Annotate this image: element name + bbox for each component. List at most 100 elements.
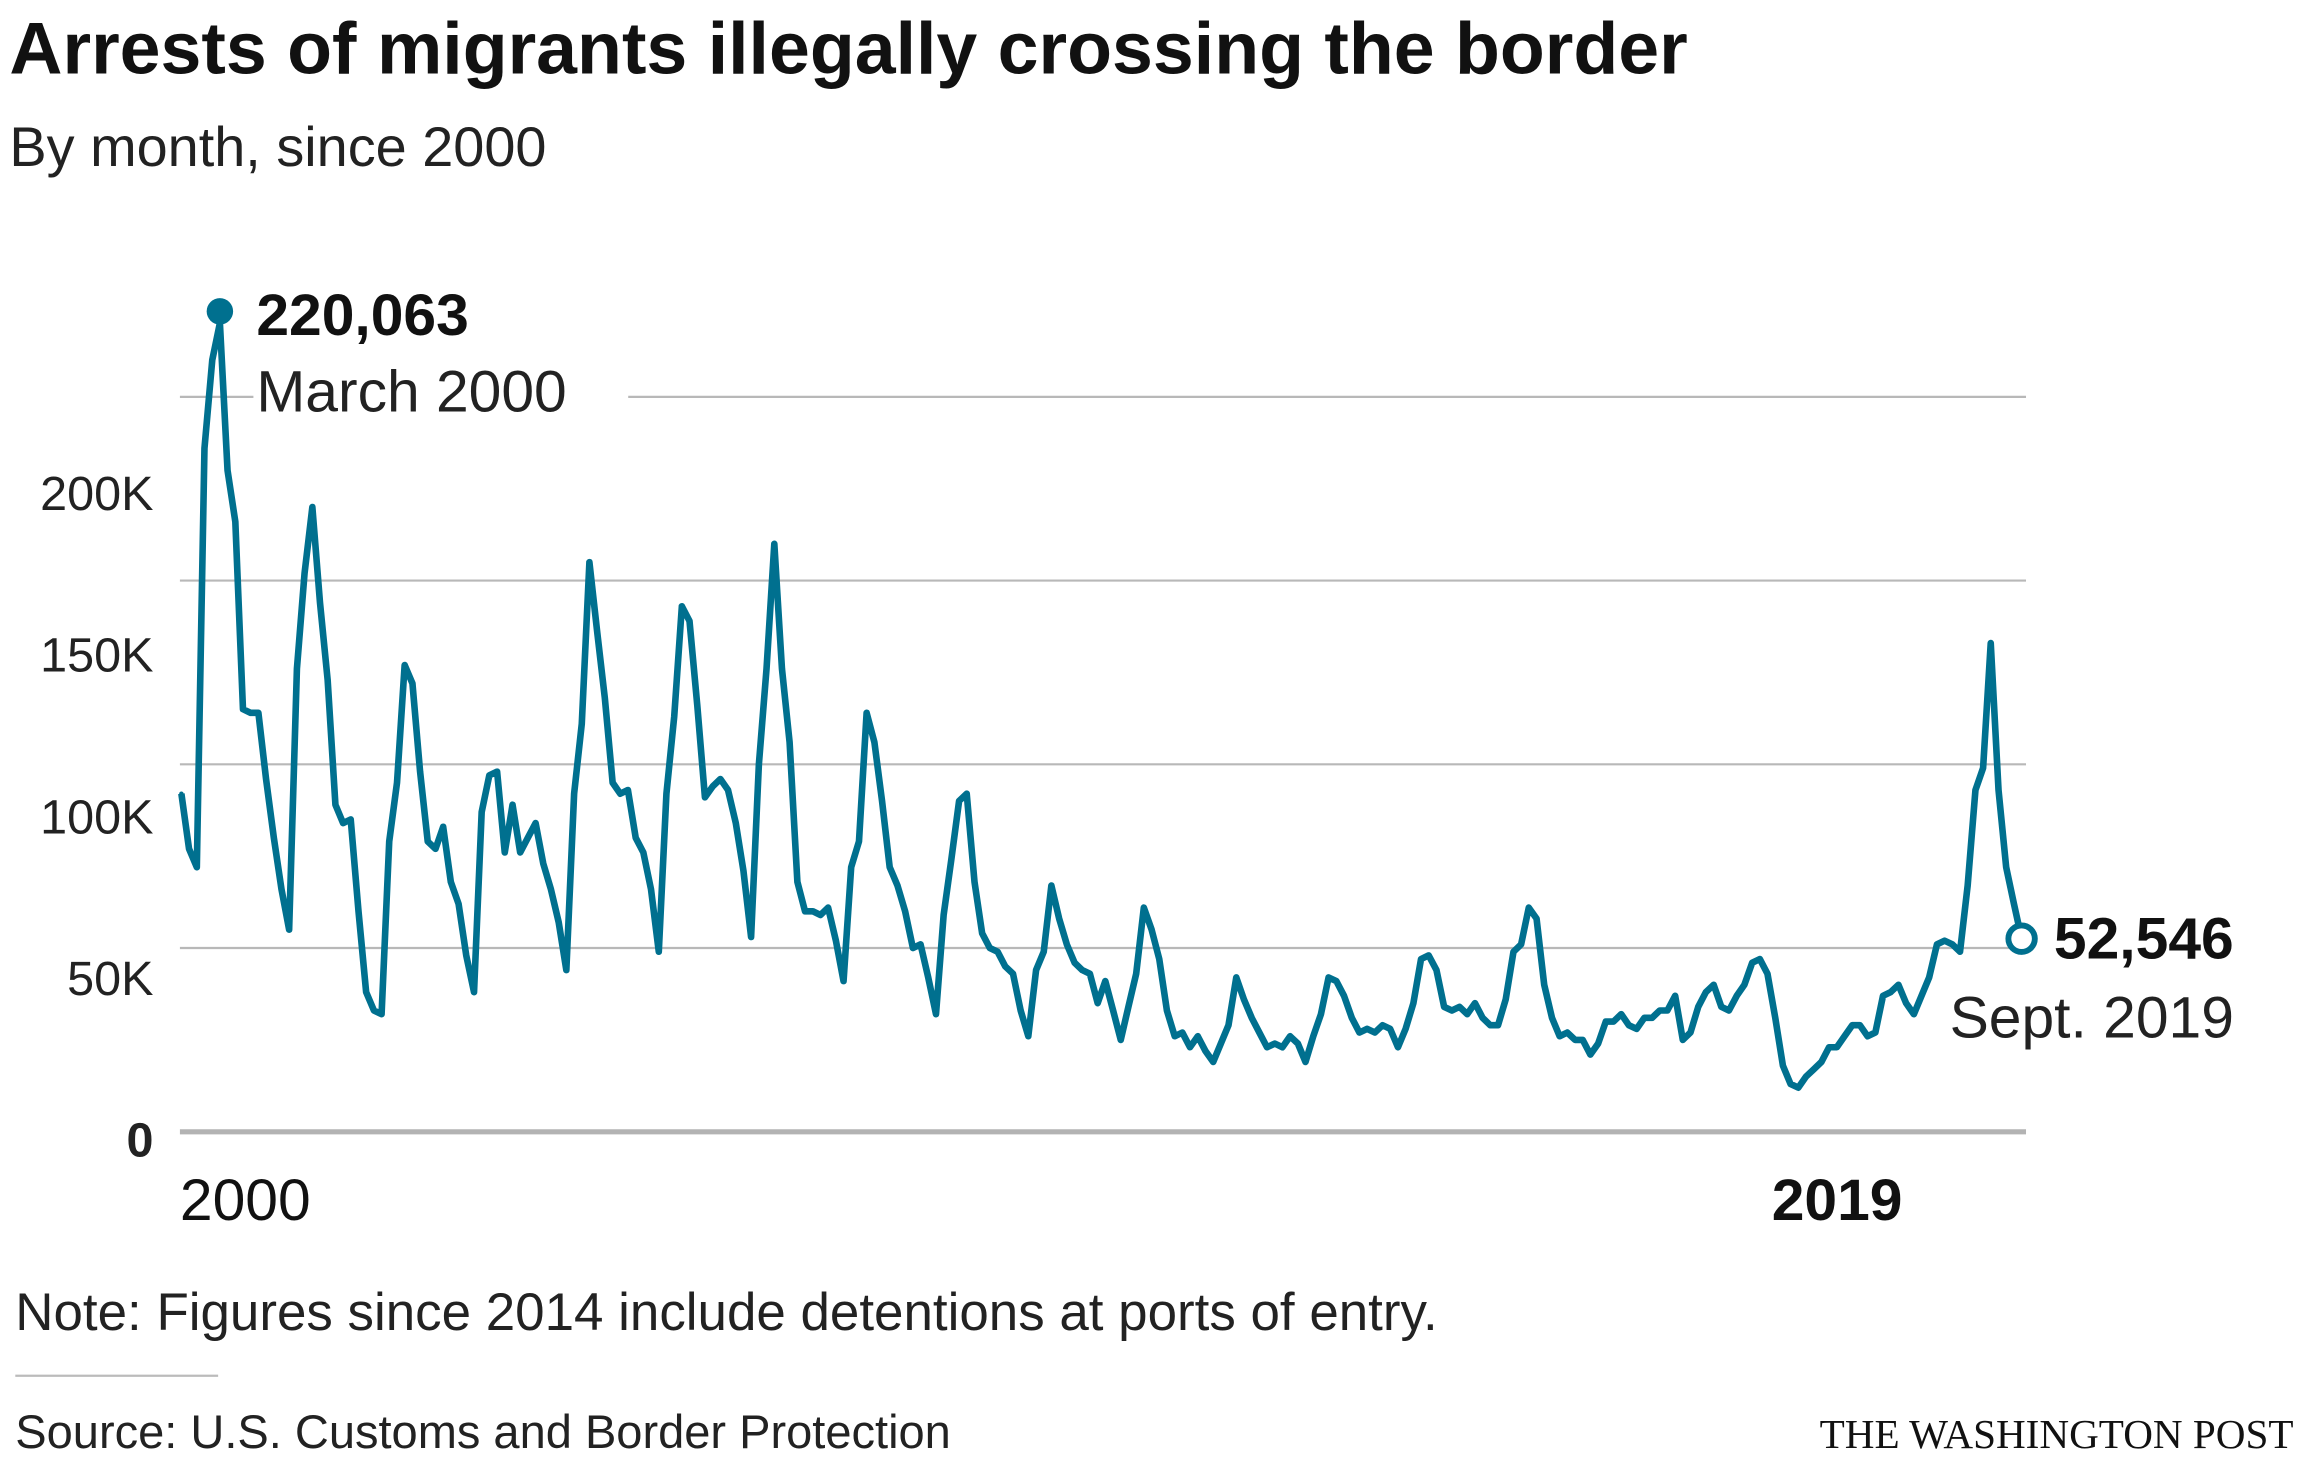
- data-point: [1503, 997, 1508, 1002]
- data-point: [1295, 1041, 1301, 1046]
- data-point: [956, 798, 962, 804]
- data-point: [1080, 967, 1085, 973]
- data-point: [1157, 956, 1162, 962]
- annotation-bg: [253, 367, 629, 427]
- data-point: [310, 504, 315, 510]
- data-point: [1488, 1022, 1493, 1028]
- data-point: [1680, 1037, 1686, 1043]
- data-point: [1187, 1045, 1193, 1050]
- data-point: [1133, 971, 1139, 976]
- note: Note: Figures since 2014 include detenti…: [15, 1283, 1437, 1342]
- data-point: [1719, 1004, 1724, 1010]
- data-point: [1172, 1034, 1177, 1039]
- y-axis: 0 50K 100K 150K 200K: [40, 467, 153, 1168]
- data-point: [425, 839, 430, 844]
- data-point: [879, 798, 885, 804]
- data-point: [1303, 1059, 1308, 1065]
- data-point: [1480, 1015, 1485, 1021]
- data-point: [1796, 1085, 1801, 1090]
- data-point: [356, 909, 361, 914]
- data-point: [1149, 927, 1154, 932]
- data-point: [325, 677, 330, 682]
- data-point: [1826, 1045, 1832, 1050]
- data-point: [1449, 1008, 1455, 1013]
- data-point: [1380, 1022, 1385, 1028]
- data-point: [1257, 1030, 1262, 1035]
- data-point: [1672, 993, 1678, 999]
- data-point: [933, 1011, 939, 1017]
- data-point: [1218, 1041, 1224, 1046]
- data-point: [833, 938, 839, 943]
- data-point: [1372, 1030, 1378, 1035]
- data-point: [849, 864, 854, 870]
- data-point: [733, 820, 738, 826]
- series-line-group: [178, 298, 2038, 1091]
- data-point: [1765, 971, 1770, 976]
- data-point: [225, 468, 230, 473]
- data-point: [1580, 1037, 1585, 1043]
- data-point: [1803, 1074, 1809, 1079]
- data-point: [1095, 1000, 1100, 1006]
- data-point: [533, 820, 538, 826]
- data-point: [248, 710, 253, 716]
- data-point: [1418, 956, 1424, 962]
- data-point: [479, 809, 484, 815]
- data-point: [1326, 975, 1331, 980]
- data-point: [1280, 1045, 1285, 1050]
- data-point: [263, 776, 269, 782]
- data-point: [1626, 1022, 1632, 1028]
- data-point: [1880, 993, 1886, 999]
- latest-marker: [2005, 922, 2038, 955]
- data-point: [1973, 787, 1978, 793]
- data-point: [1595, 1041, 1601, 1046]
- data-point: [748, 934, 754, 940]
- y-tick-label: 200K: [40, 467, 153, 521]
- data-point: [1495, 1022, 1501, 1028]
- data-point: [1911, 1011, 1917, 1017]
- data-point: [2003, 864, 2009, 870]
- y-tick-label: 100K: [40, 790, 153, 844]
- data-point: [1249, 1015, 1254, 1021]
- data-point: [671, 714, 677, 719]
- data-point: [1811, 1067, 1816, 1072]
- data-point: [610, 780, 615, 785]
- data-point: [1126, 1004, 1131, 1010]
- data-point: [579, 721, 584, 727]
- annotation-peak-value: 220,063: [256, 283, 468, 348]
- data-point: [502, 850, 507, 855]
- data-point: [1888, 989, 1893, 995]
- data-point: [379, 1011, 384, 1017]
- data-point: [1141, 905, 1147, 910]
- data-point: [725, 787, 731, 793]
- data-point: [1950, 942, 1955, 947]
- data-point: [1749, 960, 1755, 965]
- data-point: [648, 887, 654, 892]
- data-point: [1588, 1052, 1593, 1057]
- data-point: [1788, 1081, 1793, 1087]
- x-tick-2000: 2000: [180, 1168, 311, 1233]
- data-point: [1056, 916, 1062, 921]
- data-point: [1742, 982, 1747, 987]
- data-point: [1834, 1045, 1840, 1050]
- data-point: [240, 706, 246, 712]
- data-point: [1642, 1015, 1647, 1021]
- data-point: [1164, 1008, 1170, 1013]
- data-point: [1226, 1022, 1231, 1028]
- data-point: [618, 791, 623, 796]
- data-point: [1318, 1011, 1324, 1017]
- data-point: [1980, 765, 1986, 771]
- y-tick-label: 50K: [67, 952, 153, 1006]
- data-point: [795, 879, 800, 885]
- data-point: [818, 912, 823, 918]
- data-point: [810, 909, 815, 914]
- data-point: [402, 662, 407, 668]
- data-point: [417, 769, 423, 774]
- data-point: [1180, 1030, 1185, 1035]
- annotation-peak: 220,063 March 2000: [253, 283, 629, 427]
- data-point: [1526, 905, 1532, 910]
- data-point: [548, 887, 554, 892]
- data-point: [1565, 1030, 1570, 1035]
- data-point: [710, 784, 715, 789]
- data-point: [802, 909, 808, 914]
- data-point: [1857, 1022, 1863, 1028]
